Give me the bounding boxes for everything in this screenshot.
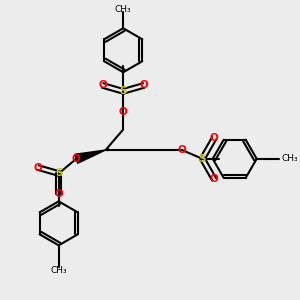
Text: S: S bbox=[119, 86, 127, 96]
Text: S: S bbox=[55, 169, 62, 178]
Text: O: O bbox=[54, 189, 63, 199]
Text: O: O bbox=[119, 107, 128, 117]
Text: O: O bbox=[178, 145, 186, 155]
Text: O: O bbox=[140, 80, 148, 91]
Polygon shape bbox=[75, 150, 106, 163]
Text: CH₃: CH₃ bbox=[50, 266, 67, 275]
Text: O: O bbox=[34, 163, 43, 172]
Text: O: O bbox=[210, 133, 218, 143]
Text: O: O bbox=[98, 80, 107, 91]
Text: O: O bbox=[72, 154, 81, 164]
Text: O: O bbox=[210, 174, 218, 184]
Text: S: S bbox=[199, 154, 206, 164]
Text: CH₃: CH₃ bbox=[282, 154, 298, 163]
Text: CH₃: CH₃ bbox=[115, 5, 131, 14]
